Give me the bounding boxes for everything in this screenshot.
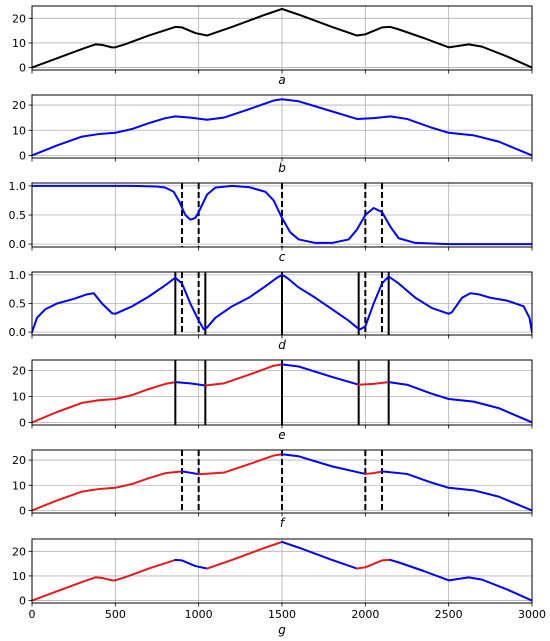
series-line: [281, 453, 367, 475]
y-tick-label: 0: [19, 62, 26, 75]
series-line: [204, 363, 283, 387]
panel-f: 0 10 20 f: [12, 449, 533, 530]
series-line: [32, 7, 532, 69]
series-line: [364, 470, 383, 475]
panel-label: c: [279, 250, 286, 264]
series-line: [32, 558, 177, 602]
series-line: [32, 98, 532, 157]
y-tick-label: 10: [12, 124, 26, 137]
y-tick-label: 20: [12, 545, 26, 558]
y-tick-label: 20: [12, 454, 26, 467]
y-tick-label: 0: [19, 149, 26, 162]
x-tick-label: 0: [29, 608, 36, 621]
y-tick-label: 0: [19, 504, 26, 517]
panel-g: 0 500 1000 1500 2000 2500 3000 0 10 20 g: [12, 538, 546, 637]
panel-e: 0 10 20 e: [12, 359, 533, 442]
series-line: [387, 381, 532, 424]
y-tick-label: 20: [12, 99, 26, 112]
series-line: [32, 470, 183, 512]
x-tick-label: 2000: [351, 608, 379, 621]
series-line: [389, 558, 532, 602]
y-tick-label: 1.0: [9, 269, 27, 282]
y-tick-label: 0.0: [9, 238, 27, 251]
panel-label: g: [278, 623, 286, 637]
series-line: [281, 540, 358, 570]
y-tick-label: 0: [19, 416, 26, 429]
y-tick-label: 20: [12, 12, 26, 25]
x-tick-label: 1000: [185, 608, 213, 621]
x-tick-label: 1500: [268, 608, 296, 621]
panel-label: f: [280, 516, 286, 530]
series-line: [174, 381, 207, 387]
panel-a: 0 10 20 a: [12, 5, 533, 87]
x-tick-label: 3000: [518, 608, 546, 621]
series-line: [357, 381, 390, 386]
series-line: [281, 363, 360, 386]
series-line: [181, 470, 200, 476]
y-tick-label: 10: [12, 570, 26, 583]
y-tick-label: 20: [12, 364, 26, 377]
panel-label: a: [278, 73, 285, 87]
panel-c: 0.0 0.5 1.0 c: [9, 180, 533, 264]
series-line: [32, 381, 177, 424]
panel-label: d: [278, 338, 286, 352]
panel-d: 0.0 0.5 1.0 d: [9, 269, 533, 352]
panel-label: b: [278, 161, 286, 175]
series-line: [32, 273, 532, 334]
y-tick-label: 0: [19, 595, 26, 608]
y-tick-label: 0.5: [9, 298, 27, 311]
series-line: [32, 184, 532, 246]
panel-label: e: [278, 428, 285, 442]
series-line: [206, 540, 283, 570]
y-tick-label: 0.5: [9, 209, 27, 222]
series-line: [356, 558, 392, 570]
panel-b: 0 10 20 b: [12, 94, 533, 175]
x-tick-label: 2500: [435, 608, 463, 621]
series-line: [174, 558, 208, 570]
y-tick-label: 0.0: [9, 326, 27, 339]
y-tick-label: 10: [12, 479, 26, 492]
y-tick-label: 10: [12, 37, 26, 50]
y-tick-label: 1.0: [9, 180, 27, 193]
series-line: [381, 470, 532, 512]
series-line: [197, 453, 283, 476]
y-tick-label: 10: [12, 390, 26, 403]
x-tick-label: 500: [105, 608, 126, 621]
